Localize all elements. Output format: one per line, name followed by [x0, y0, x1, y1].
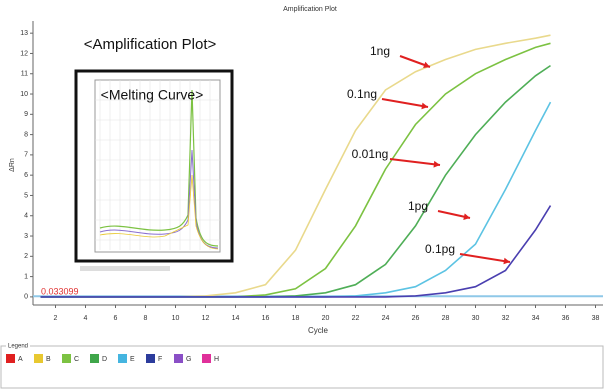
y-tick-label: 1	[24, 273, 28, 280]
y-tick-label: 5	[24, 192, 28, 199]
series-label: 0.01ng	[352, 147, 389, 161]
x-tick-label: 10	[172, 315, 180, 322]
annotation: <Melting Curve>	[101, 87, 204, 103]
y-tick-label: 6	[24, 172, 28, 179]
legend-swatch	[202, 354, 211, 363]
series-label: 0.1ng	[347, 87, 377, 101]
legend-swatch	[174, 354, 183, 363]
y-tick-label: 2	[24, 253, 28, 260]
arrow-head	[433, 160, 440, 168]
x-tick-label: 16	[262, 315, 270, 322]
x-tick-label: 38	[592, 315, 600, 322]
melt-curve-inset	[74, 69, 234, 271]
x-tick-label: 26	[412, 315, 420, 322]
y-tick-label: 4	[24, 213, 28, 220]
legend-swatch	[34, 354, 43, 363]
inset-curve	[99, 174, 219, 250]
x-tick-label: 30	[472, 315, 480, 322]
threshold-label: 0.033099	[41, 287, 79, 297]
y-tick-label: 12	[20, 50, 28, 57]
y-tick-label: 8	[24, 131, 28, 138]
x-tick-label: 32	[502, 315, 510, 322]
y-axis-label: ΔRn	[9, 158, 16, 172]
legend-swatch	[62, 354, 71, 363]
legend-box	[0, 345, 604, 389]
arrow-head	[463, 213, 470, 220]
x-tick-label: 18	[292, 315, 300, 322]
x-tick-label: 36	[562, 315, 570, 322]
inset-legend	[80, 266, 170, 271]
arrow-head	[503, 257, 510, 265]
inset-curve	[99, 89, 219, 247]
series-line	[40, 205, 552, 298]
legend-title-bg	[6, 342, 30, 350]
x-tick-label: 8	[144, 315, 148, 322]
legend-label: A	[18, 356, 23, 363]
x-tick-label: 4	[84, 315, 88, 322]
x-axis-label: Cycle	[308, 326, 329, 335]
x-tick-label: 6	[114, 315, 118, 322]
legend-swatch	[146, 354, 155, 363]
legend-swatch	[6, 354, 15, 363]
legend-label: E	[130, 356, 135, 363]
x-tick-label: 12	[202, 315, 210, 322]
y-tick-label: 13	[20, 30, 28, 37]
series-label: 1ng	[370, 44, 390, 58]
legend-swatch	[90, 354, 99, 363]
series-label: 1pg	[408, 199, 428, 213]
arrow-head	[421, 102, 428, 110]
arrow	[459, 253, 511, 263]
x-tick-label: 20	[322, 315, 330, 322]
x-tick-label: 34	[532, 315, 540, 322]
legend-title: Legend	[8, 344, 28, 350]
series-label: 0.1pg	[425, 242, 455, 256]
y-tick-label: 9	[24, 111, 28, 118]
arrow-head	[423, 61, 430, 68]
x-tick-label: 22	[352, 315, 360, 322]
legend-swatch	[118, 354, 127, 363]
x-tick-label: 28	[442, 315, 450, 322]
y-tick-label: 11	[21, 71, 28, 78]
chart-title: Amplification Plot	[283, 6, 337, 13]
x-tick-label: 2	[54, 315, 58, 322]
x-tick-label: 24	[382, 315, 390, 322]
inset-plot	[94, 79, 221, 253]
legend-label: C	[74, 356, 79, 363]
arrow	[381, 98, 429, 108]
legend-label: H	[214, 356, 219, 363]
legend-label: D	[102, 356, 107, 363]
arrow	[389, 158, 441, 166]
legend-label: F	[158, 356, 162, 363]
x-tick-label: 14	[232, 315, 240, 322]
y-tick-label: 7	[24, 152, 28, 159]
y-tick-label: 10	[20, 91, 28, 98]
legend-label: G	[186, 356, 191, 363]
inset-grid	[95, 80, 220, 250]
y-tick-label: 3	[24, 233, 28, 240]
annotation: <Amplification Plot>	[84, 36, 217, 53]
y-tick-label: 0	[24, 294, 28, 301]
legend-label: B	[46, 356, 51, 363]
